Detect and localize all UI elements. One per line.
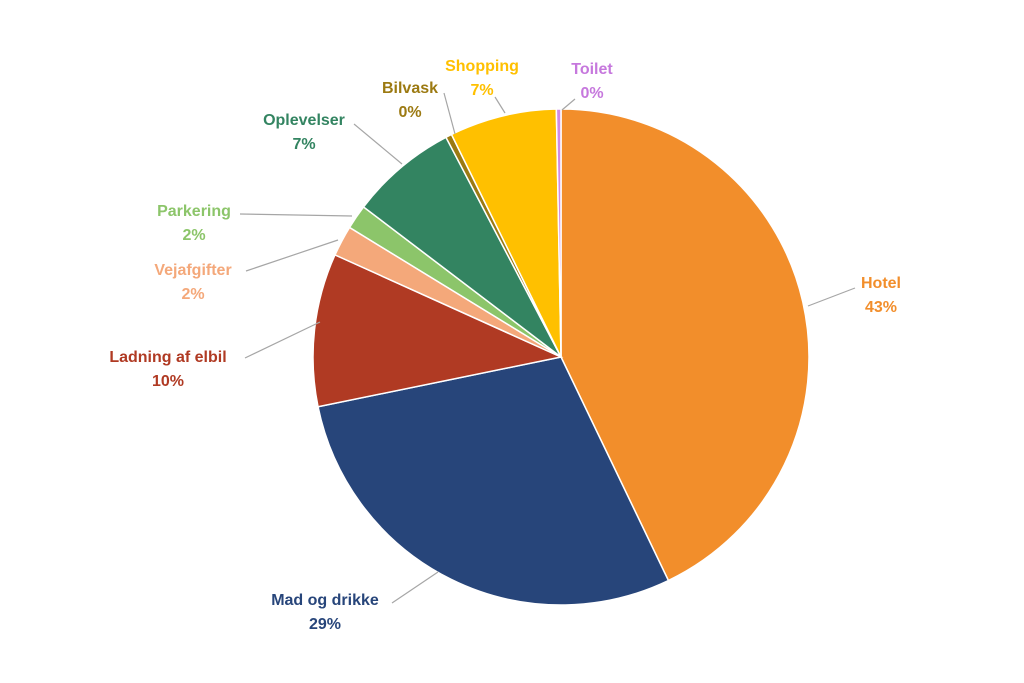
slice-percent-label: 2%	[181, 286, 204, 303]
slice-name-label: Vejafgifter	[154, 262, 231, 279]
slice-name-label: Mad og drikke	[271, 592, 379, 609]
pie-slice-oplevelser	[362, 136, 562, 358]
slice-name-label: Shopping	[445, 58, 519, 75]
slice-percent-label: 0%	[398, 104, 421, 121]
slice-percent-label: 10%	[152, 373, 184, 390]
leader-line	[244, 321, 321, 359]
slice-name-label: Ladning af elbil	[109, 349, 226, 366]
slice-percent-label: 43%	[865, 299, 897, 316]
slice-name-label: Oplevelser	[263, 112, 345, 129]
slice-percent-label: 7%	[470, 82, 493, 99]
leader-line	[239, 213, 353, 217]
leader-line	[391, 571, 439, 604]
leader-line	[561, 98, 576, 111]
slice-name-label: Bilvask	[382, 80, 438, 97]
pie-slice-mad-og-drikke	[317, 356, 670, 606]
leader-lines	[239, 92, 856, 604]
pie-slice-shopping	[450, 108, 562, 358]
leader-line	[353, 123, 403, 165]
slice-name-label: Toilet	[571, 61, 613, 78]
slice-percent-label: 7%	[292, 136, 315, 153]
slice-percent-label: 29%	[309, 616, 341, 633]
pie-slice-ladning-af-elbil	[312, 253, 564, 408]
slice-name-label: Hotel	[861, 275, 901, 292]
slice-name-label: Parkering	[157, 203, 231, 220]
leader-line	[807, 287, 856, 307]
leader-line	[494, 96, 506, 114]
leader-line	[443, 92, 456, 135]
slice-percent-label: 2%	[182, 227, 205, 244]
pie-slices	[312, 108, 810, 606]
leader-line	[245, 239, 339, 272]
pie-slice-toilet	[555, 108, 562, 358]
slice-labels: Hotel 43% Mad og drikke 29% Ladning af elbil…	[109, 58, 901, 633]
pie-slice-hotel	[560, 108, 810, 582]
slice-percent-label: 0%	[580, 85, 603, 102]
